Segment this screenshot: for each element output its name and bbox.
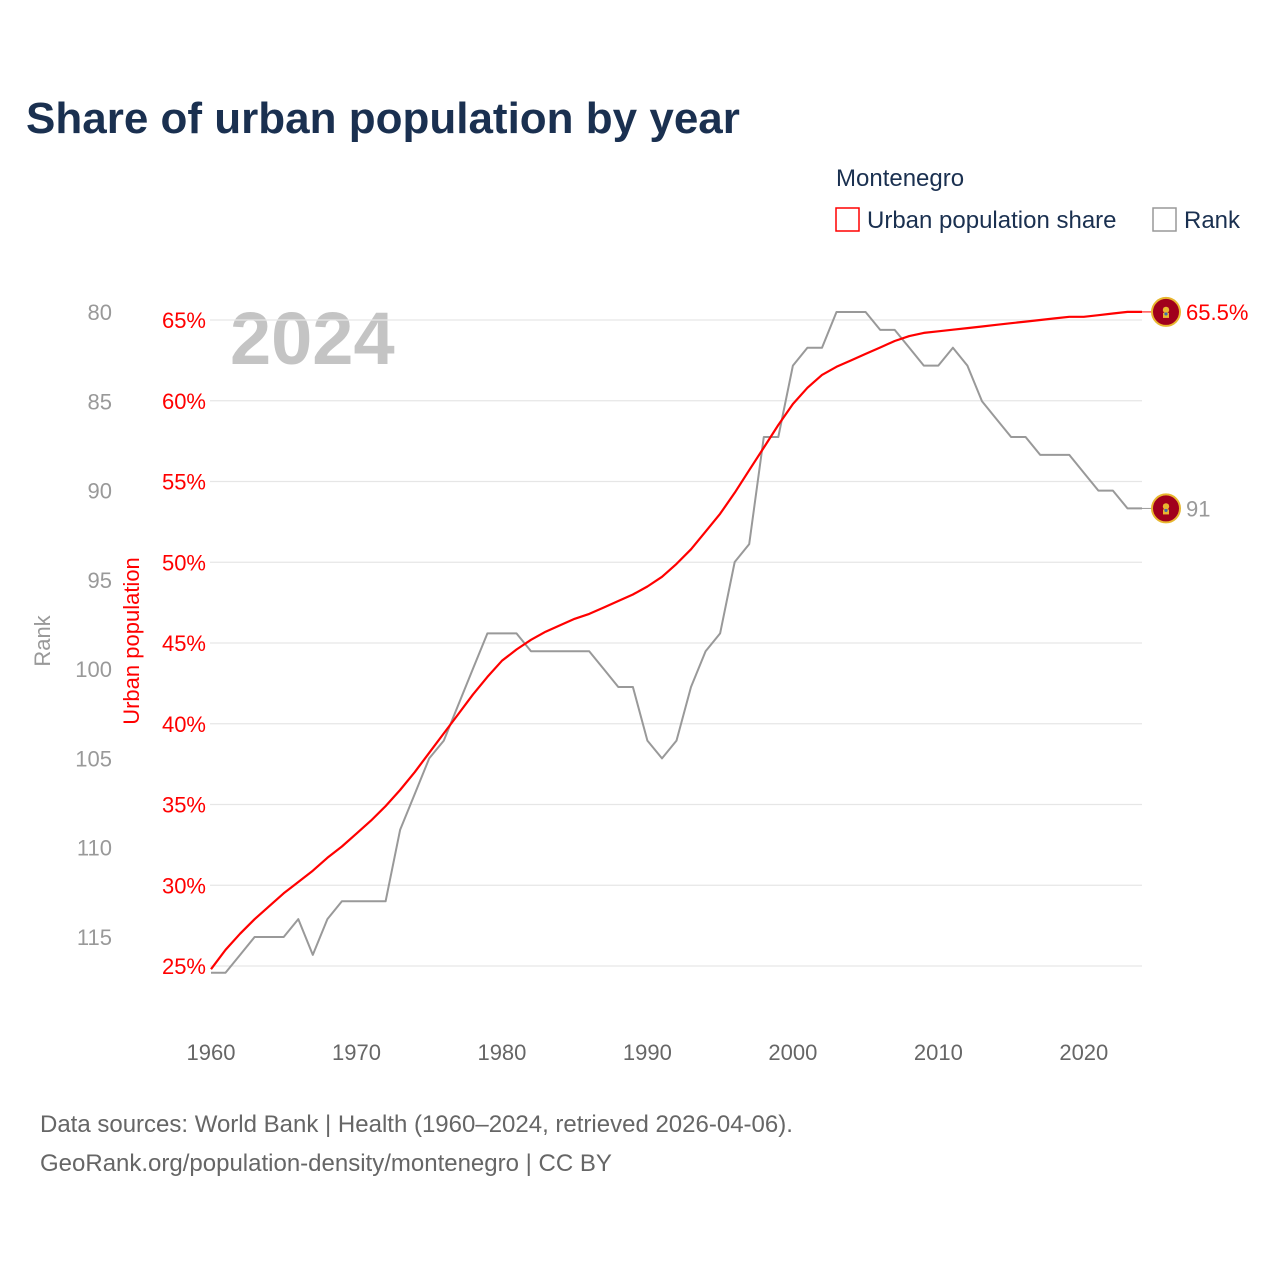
gridlines [210,319,1142,967]
urban-end-label: 65.5% [1186,300,1248,325]
rank-tick-label: 90 [88,479,112,504]
footer-source: Data sources: World Bank | Health (1960–… [40,1111,793,1138]
series-lines: 65.5% 91 [210,296,1248,974]
montenegro-flag-icon [1151,296,1181,327]
x-tick-label: 2000 [768,1040,817,1065]
rank-tick-label: 80 [88,300,112,325]
legend: Montenegro Urban population share Rank [835,165,1241,234]
rank-tick-label: 85 [88,389,112,414]
urban-tick-label: 25% [162,954,206,979]
urban-tick-label: 45% [162,631,206,656]
x-tick-label: 1960 [187,1040,236,1065]
urban-tick-label: 55% [162,470,206,495]
rank-tick-label: 115 [77,925,112,950]
urban-line [210,310,1142,970]
rank-end-label: 91 [1186,496,1210,521]
urban-tick-label: 60% [162,389,206,414]
rank-tick-label: 100 [75,657,112,682]
x-tick-label: 1990 [623,1040,672,1065]
legend-item-rank[interactable]: Rank [1152,207,1241,234]
legend-swatch-urban [835,207,860,232]
urban-tick-label: 50% [162,550,206,575]
chart-title: Share of urban population by year [26,94,740,143]
urban-tick-label: 65% [162,308,206,333]
x-tick-label: 1980 [477,1040,526,1065]
legend-swatch-rank [1152,207,1177,232]
axis-ticks: 25% 30% 35% 40% 45% 50% 55% 60% 65% 80 85 90 95 100 10… [75,300,1108,1065]
rank-tick-label: 105 [75,746,112,771]
x-tick-label: 1970 [332,1040,381,1065]
urban-tick-label: 30% [162,873,206,898]
urban-tick-label: 40% [162,712,206,737]
rank-tick-label: 95 [88,568,112,593]
highlight-year: 2024 [230,297,395,380]
montenegro-flag-icon [1151,493,1181,524]
legend-title: Montenegro [836,165,964,192]
rank-tick-label: 110 [77,836,112,861]
urban-axis-label: Urban population [119,557,144,725]
x-tick-label: 2020 [1059,1040,1108,1065]
legend-label-urban: Urban population share [867,207,1117,234]
rank-line [211,311,1142,974]
rank-axis-label: Rank [30,614,55,666]
urban-tick-label: 35% [162,793,206,818]
legend-label-rank: Rank [1184,207,1241,234]
footer-link[interactable]: GeoRank.org/population-density/montenegr… [40,1150,612,1177]
x-tick-label: 2010 [914,1040,963,1065]
legend-item-urban[interactable]: Urban population share [835,207,1117,234]
